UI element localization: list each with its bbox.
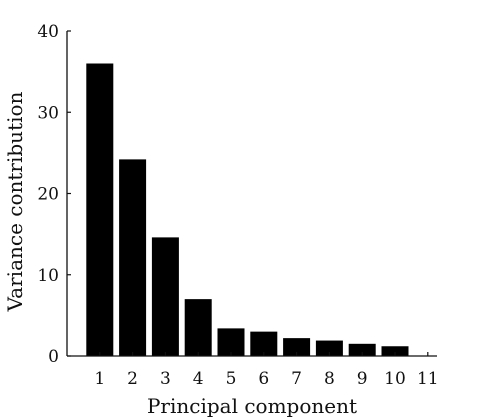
x-tick-label-7: 7 xyxy=(291,369,302,389)
x-tick-label-4: 4 xyxy=(193,369,204,389)
bar-1 xyxy=(86,63,114,356)
y-tick-label-20: 20 xyxy=(37,185,59,205)
x-tick-label-3: 3 xyxy=(160,369,171,389)
bar-8 xyxy=(315,340,343,356)
x-tick-label-2: 2 xyxy=(127,369,138,389)
x-tick-label-6: 6 xyxy=(258,369,269,389)
y-ticks-group: 0 10 20 30 40 xyxy=(37,22,71,367)
y-tick-label-10: 10 xyxy=(37,266,59,286)
bar-6 xyxy=(250,331,278,357)
bars-group xyxy=(86,63,409,357)
x-tick-label-1: 1 xyxy=(94,369,105,389)
x-tick-label-11: 11 xyxy=(417,369,439,389)
x-tick-label-9: 9 xyxy=(357,369,368,389)
bar-2 xyxy=(119,159,147,357)
bar-10 xyxy=(381,346,409,356)
bar-4 xyxy=(184,299,212,357)
y-tick-label-30: 30 xyxy=(37,103,59,123)
x-tick-label-10: 10 xyxy=(384,369,406,389)
y-tick-label-0: 0 xyxy=(48,347,59,367)
x-tick-label-5: 5 xyxy=(226,369,237,389)
x-ticks-group: 1 2 3 4 5 6 7 8 9 10 11 xyxy=(94,352,439,389)
bar-5 xyxy=(217,328,245,357)
bar-3 xyxy=(151,237,179,357)
x-tick-label-8: 8 xyxy=(324,369,335,389)
y-axis-title: Variance contribution xyxy=(3,91,27,312)
y-tick-label-40: 40 xyxy=(37,22,59,42)
bar-9 xyxy=(348,343,376,356)
bar-7 xyxy=(283,338,311,357)
x-axis-title: Principal component xyxy=(147,394,357,418)
